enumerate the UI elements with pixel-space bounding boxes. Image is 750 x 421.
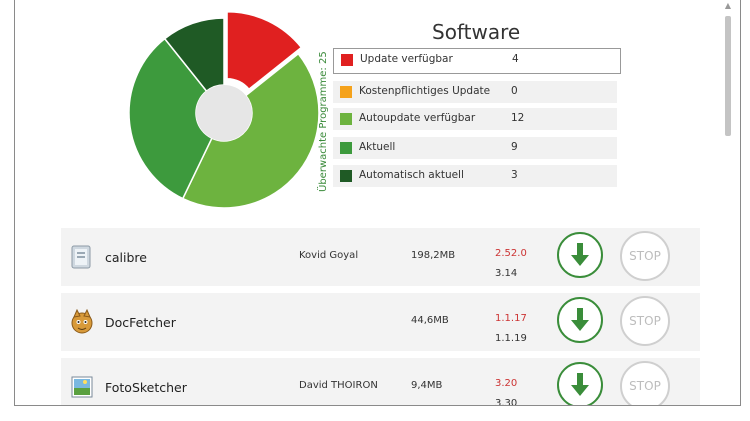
software-name: FotoSketcher xyxy=(105,380,187,395)
stop-button[interactable]: STOP xyxy=(620,296,670,346)
download-arrow-icon xyxy=(571,243,589,266)
software-name: DocFetcher xyxy=(105,315,176,330)
legend-label: Aktuell xyxy=(359,141,396,153)
installed-version: 1.1.19 xyxy=(495,333,527,344)
legend-row-update-available[interactable]: Update verfügbar 4 xyxy=(333,48,621,74)
download-arrow-icon xyxy=(571,308,589,331)
donut-slice-0 xyxy=(226,10,303,91)
software-row-fotosketcher[interactable]: FotoSketcher David THOIRON 9,4MB 3.20 3.… xyxy=(61,358,700,406)
stop-button[interactable]: STOP xyxy=(620,361,670,405)
installed-version: 3.30 xyxy=(495,398,518,406)
calibre-icon xyxy=(69,244,95,270)
download-arrow-icon xyxy=(571,373,589,396)
update-button[interactable] xyxy=(557,232,603,278)
legend-swatch xyxy=(340,170,352,182)
vertical-scrollbar[interactable]: ▲ xyxy=(723,0,733,405)
stop-button[interactable]: STOP xyxy=(620,231,670,281)
legend-swatch xyxy=(340,86,352,98)
software-row-calibre[interactable]: calibre Kovid Goyal 198,2MB 2.52.0 3.14 … xyxy=(61,228,700,286)
available-version: 3.20 xyxy=(495,378,518,389)
legend-row-auto-current[interactable]: Automatisch aktuell 3 xyxy=(333,165,617,187)
donut-chart xyxy=(128,10,320,209)
software-size: 44,6MB xyxy=(411,315,449,326)
legend-swatch xyxy=(341,54,353,66)
legend-label: Autoupdate verfügbar xyxy=(359,112,476,124)
legend-count: 3 xyxy=(511,169,518,181)
legend-count: 12 xyxy=(511,112,525,124)
available-version: 1.1.17 xyxy=(495,313,527,324)
software-updater-window: Überwachte Programme: 25 Software Update… xyxy=(14,0,741,406)
legend-swatch xyxy=(340,113,352,125)
monitored-programs-label: Überwachte Programme: 25 xyxy=(318,51,329,192)
donut-hole xyxy=(196,85,252,141)
legend-count: 9 xyxy=(511,141,518,153)
available-version: 2.52.0 xyxy=(495,248,527,259)
legend-row-paid-update[interactable]: Kostenpflichtiges Update 0 xyxy=(333,81,617,103)
legend-label: Kostenpflichtiges Update xyxy=(359,85,491,97)
scroll-thumb[interactable] xyxy=(725,16,731,136)
legend-label: Automatisch aktuell xyxy=(359,169,464,181)
software-size: 198,2MB xyxy=(411,250,456,261)
installed-version: 3.14 xyxy=(495,268,518,279)
legend-row-autoupdate-available[interactable]: Autoupdate verfügbar 12 xyxy=(333,108,617,130)
docfetcher-icon xyxy=(69,308,95,335)
panel-title: Software xyxy=(432,20,521,44)
legend-swatch xyxy=(340,142,352,154)
legend-row-current[interactable]: Aktuell 9 xyxy=(333,137,617,159)
scroll-up-arrow-icon[interactable]: ▲ xyxy=(724,1,732,10)
fotosketcher-icon xyxy=(69,374,95,400)
software-size: 9,4MB xyxy=(411,380,443,391)
software-name: calibre xyxy=(105,250,147,265)
software-row-docfetcher[interactable]: DocFetcher 44,6MB 1.1.17 1.1.19 STOP xyxy=(61,293,700,351)
legend-count: 0 xyxy=(511,85,518,97)
software-publisher: David THOIRON xyxy=(299,380,378,391)
update-button[interactable] xyxy=(557,297,603,343)
software-publisher: Kovid Goyal xyxy=(299,250,359,261)
update-button[interactable] xyxy=(557,362,603,405)
legend-label: Update verfügbar xyxy=(360,53,453,65)
legend-count: 4 xyxy=(512,53,519,65)
